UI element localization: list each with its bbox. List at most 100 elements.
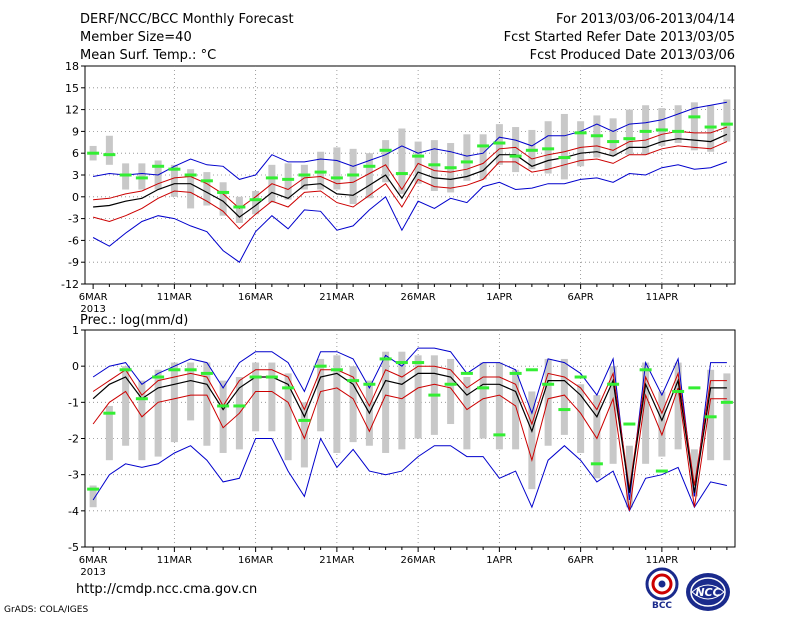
ensemble-box — [317, 358, 325, 432]
y-tick-label: 1 — [72, 324, 79, 337]
ensemble-box — [544, 358, 552, 446]
x-tick-label: 11MAR — [157, 555, 192, 566]
ensemble-box — [495, 362, 503, 450]
ensemble-box — [284, 163, 292, 200]
x-tick-label: 11MAR — [157, 292, 192, 303]
member-size: Member Size=40 — [80, 30, 192, 45]
ensemble-box — [577, 384, 585, 453]
ensemble-box — [414, 355, 422, 439]
ensemble-box — [658, 108, 666, 146]
ensemble-box — [577, 121, 585, 167]
ensemble-box — [219, 182, 227, 216]
x-tick-label: 11APR — [646, 292, 679, 303]
ensemble-box — [89, 485, 97, 508]
y-tick-label: 9 — [72, 125, 79, 138]
ensemble-box — [512, 127, 520, 173]
ensemble-box — [463, 377, 471, 450]
x-tick-label: 11APR — [646, 555, 679, 566]
ensemble-box — [187, 169, 195, 209]
x-tick-label: 16MAR — [238, 292, 273, 303]
ensemble-max-line — [93, 101, 727, 180]
ensemble-box — [382, 351, 390, 453]
ensemble-box — [512, 369, 520, 450]
ensemble-box — [203, 362, 211, 446]
ensemble-box — [333, 355, 341, 453]
ensemble-box — [414, 141, 422, 184]
bcc-logo-text: BCC — [652, 601, 672, 610]
ensemble-box — [154, 369, 162, 457]
ensemble-box — [690, 102, 698, 151]
ensemble-box — [479, 134, 487, 180]
ensemble-box — [642, 362, 650, 464]
ensemble-box — [723, 99, 731, 142]
y-tick-label: -12 — [61, 278, 79, 291]
ensemble-box — [170, 164, 178, 197]
x-tick-label: 26MAR — [401, 292, 436, 303]
y-tick-label: -3 — [68, 469, 79, 482]
ensemble-box — [300, 402, 308, 468]
y-tick-label: -5 — [68, 541, 79, 554]
ensemble-box — [658, 391, 666, 457]
ensemble-box — [609, 118, 617, 157]
ensemble-box — [723, 373, 731, 461]
ensemble-box — [674, 362, 682, 450]
ensemble-box — [398, 351, 406, 450]
x-tick-label: 6APR — [568, 292, 594, 303]
x-year-label: 2013 — [80, 304, 105, 315]
ensemble-box — [187, 362, 195, 421]
ensemble-box — [219, 380, 227, 453]
ensemble-upper-line — [92, 365, 727, 490]
ensemble-box — [609, 366, 617, 464]
ensemble-mean-line — [92, 372, 727, 493]
ensemble-upper-line — [93, 126, 728, 210]
y-tick-label: 3 — [72, 169, 79, 182]
panel-temp: -12 -9 -6 -3 0 3 6 9 12 15 18 6MAR 11MAR 16MAR 21MAR 26… — [61, 60, 736, 315]
ensemble-box — [284, 373, 292, 461]
x-tick-label: 21MAR — [319, 555, 354, 566]
ensemble-box — [203, 172, 211, 206]
forecast-produced-date: Fcst Produced Date 2013/03/06 — [529, 48, 735, 63]
y-tick-label: 0 — [72, 191, 79, 204]
x-tick-label: 6APR — [568, 555, 594, 566]
bcc-logo: BCC — [645, 567, 679, 610]
ensemble-box — [300, 164, 308, 190]
ensemble-box — [349, 366, 357, 443]
y-tick-label: -1 — [68, 396, 79, 409]
y-tick-label: -9 — [68, 256, 79, 269]
ensemble-box — [593, 395, 601, 479]
y-tick-label: 15 — [65, 82, 79, 95]
ensemble-lower-line — [92, 141, 728, 230]
y-tick-label: 6 — [72, 147, 79, 160]
ensemble-box — [560, 358, 568, 435]
x-tick-label: 16MAR — [238, 555, 273, 566]
chart-title: DERF/NCC/BCC Monthly Forecast — [80, 12, 294, 27]
ensemble-box — [674, 105, 682, 144]
ensemble-box — [365, 153, 373, 199]
ensemble-box — [479, 362, 487, 439]
ensemble-box — [690, 449, 698, 497]
y-tick-label: -4 — [68, 505, 79, 518]
ensemble-box — [528, 391, 536, 490]
ensemble-box — [252, 362, 260, 432]
y-tick-label: 12 — [65, 104, 79, 117]
ensemble-box — [252, 190, 260, 215]
y-tick-label: -6 — [68, 234, 79, 247]
ensemble-box — [333, 147, 341, 190]
ensemble-box — [170, 362, 178, 443]
grads-credit: GrADS: COLA/IGES — [4, 605, 89, 615]
ensemble-box — [447, 358, 455, 425]
ensemble-box — [235, 196, 243, 223]
ensemble-box — [105, 135, 113, 165]
x-tick-label: 1APR — [486, 555, 512, 566]
ensemble-lower-line — [92, 383, 727, 511]
source-url: http://cmdp.ncc.cma.gov.cn — [76, 582, 258, 597]
ensemble-box — [105, 405, 113, 461]
ncc-logo-text: NCC — [695, 586, 720, 599]
y-tick-label: -3 — [68, 213, 79, 226]
forecast-period: For 2013/03/06-2013/04/14 — [556, 12, 735, 27]
ensemble-box — [398, 128, 406, 194]
x-tick-label: 26MAR — [401, 555, 436, 566]
ensemble-box — [138, 380, 146, 461]
